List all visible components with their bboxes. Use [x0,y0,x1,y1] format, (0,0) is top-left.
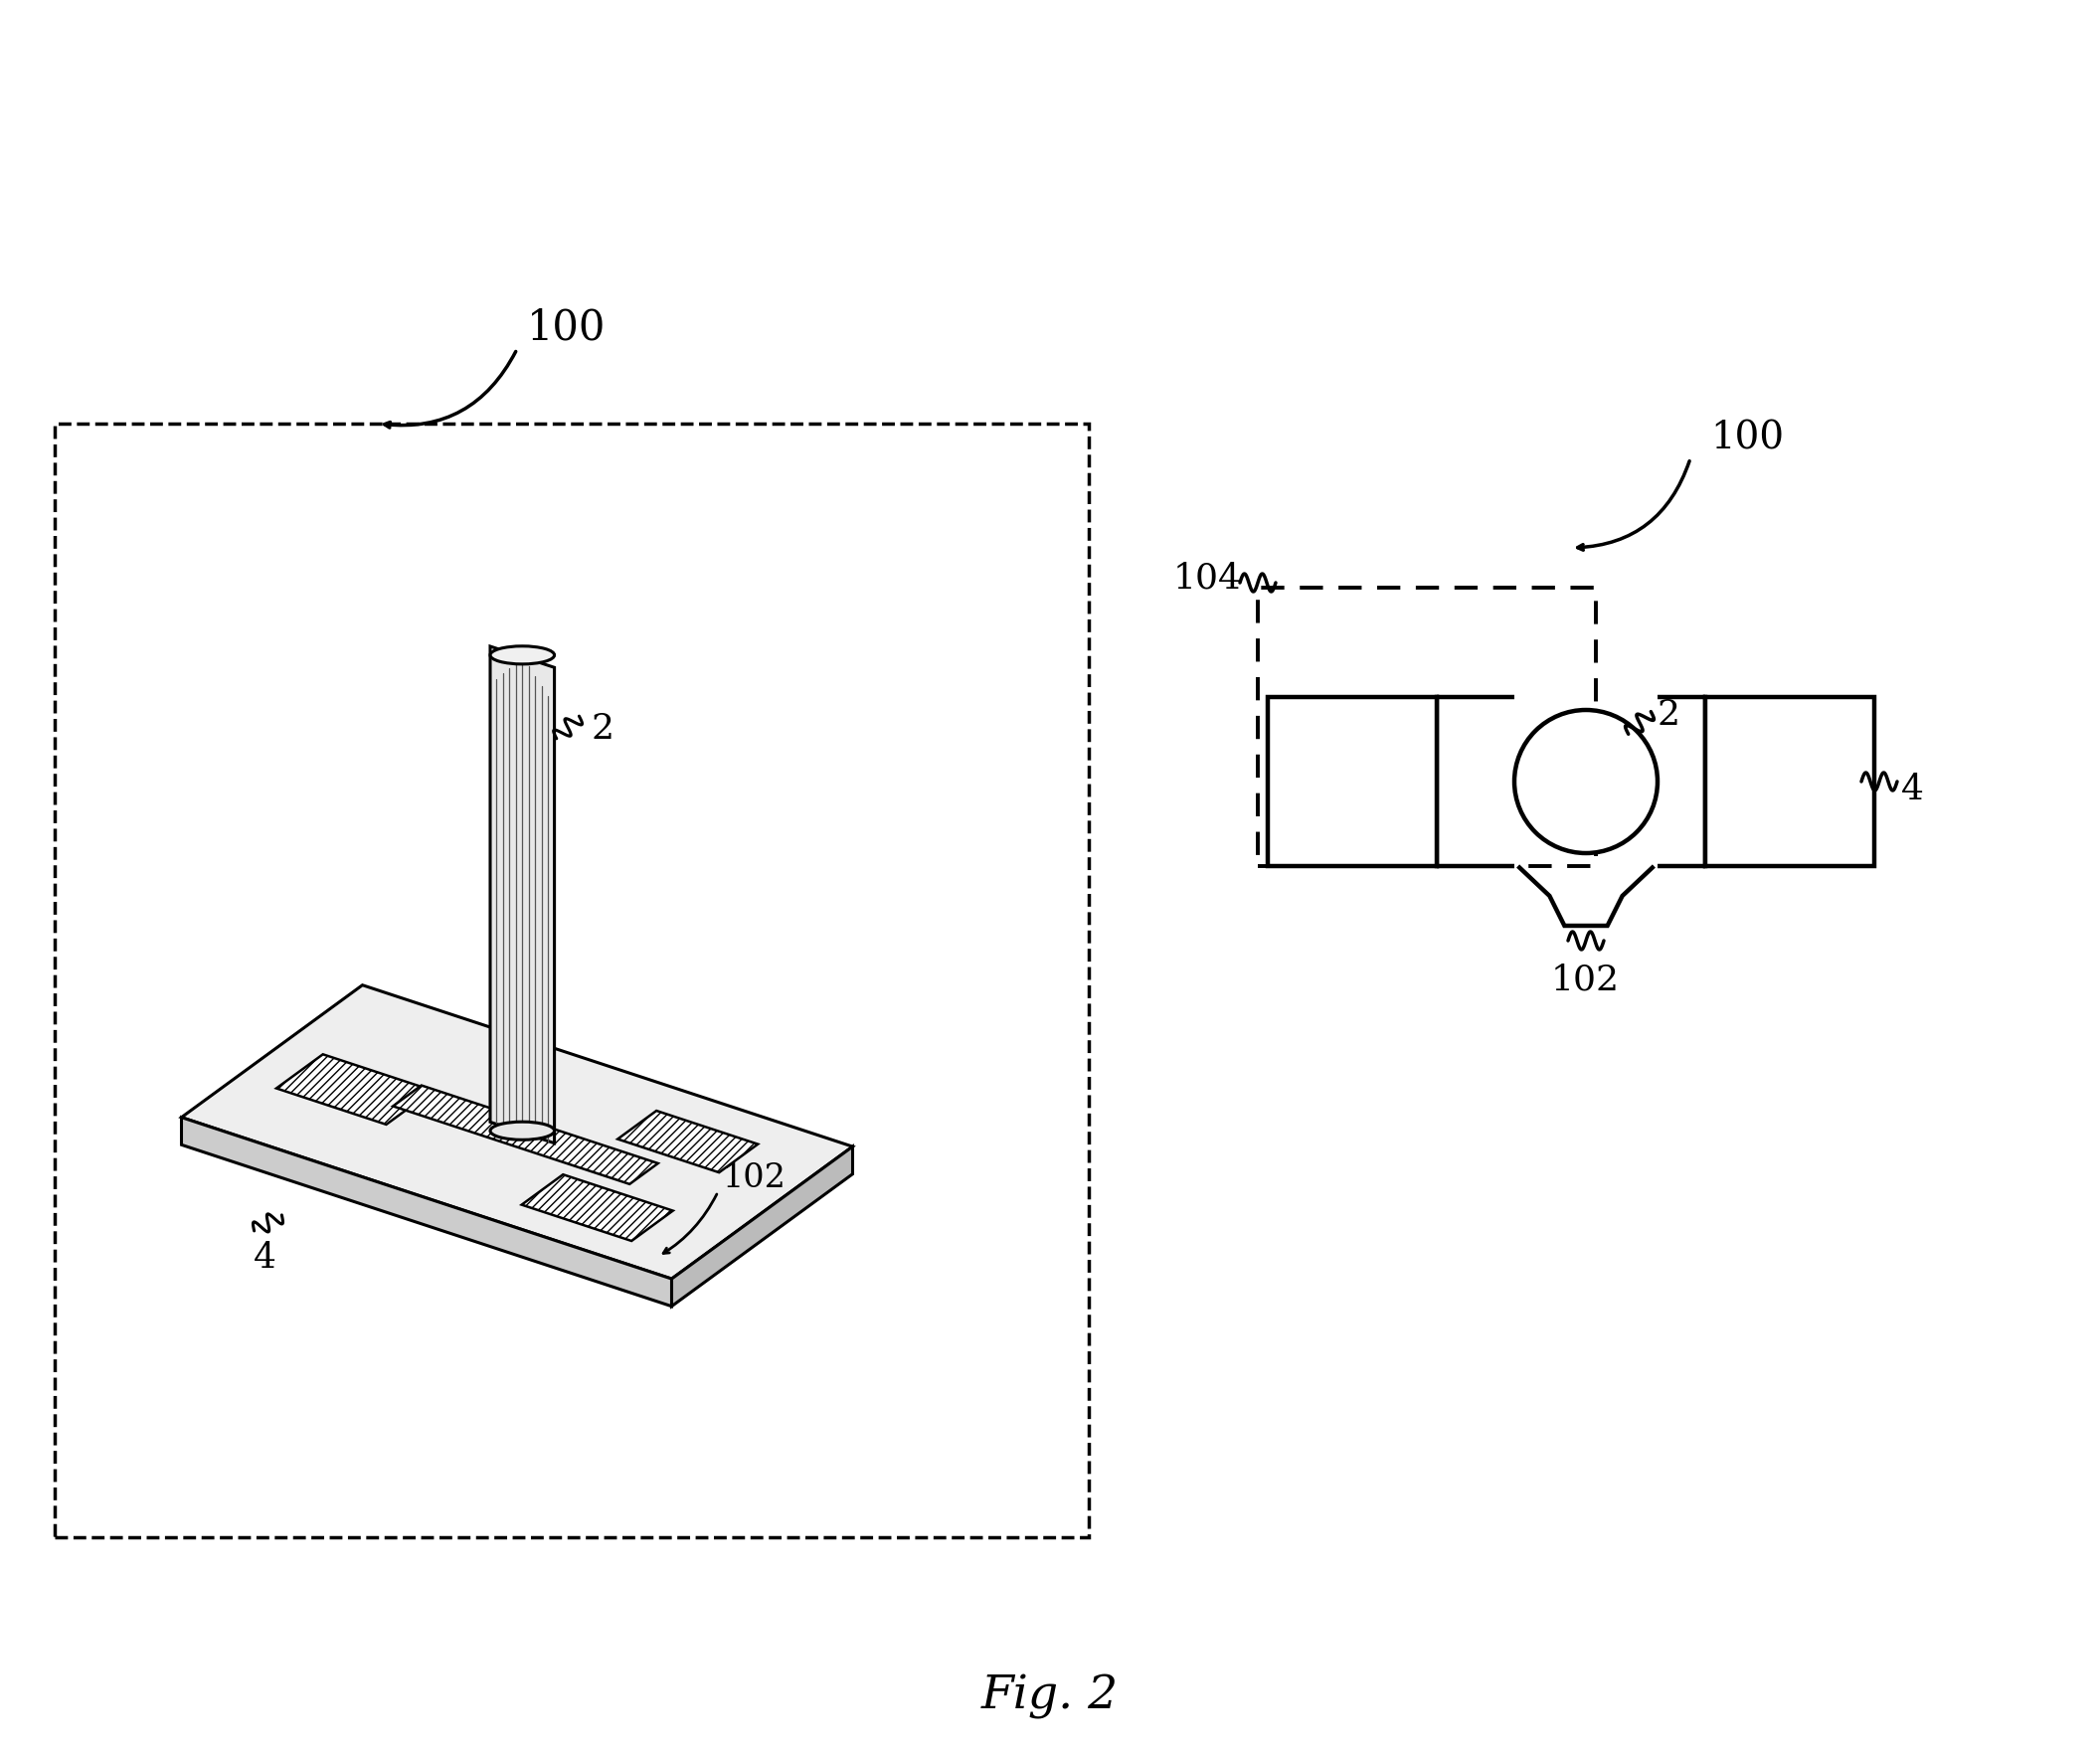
Text: 2: 2 [590,713,613,746]
Text: 100: 100 [1709,420,1783,457]
Text: 100: 100 [527,306,607,348]
Polygon shape [277,1054,433,1124]
Bar [1258,588,1596,866]
Polygon shape [181,1117,672,1306]
Text: 2: 2 [1657,697,1680,732]
Text: 4: 4 [254,1241,275,1275]
Text: 102: 102 [1552,964,1619,997]
Bar [55,423,1088,1536]
Polygon shape [489,646,554,1143]
Ellipse shape [489,646,554,664]
Text: 4: 4 [1900,773,1924,806]
Bar [1705,697,1875,866]
Text: 102: 102 [722,1162,788,1194]
Polygon shape [393,1085,657,1184]
Polygon shape [521,1175,672,1241]
Polygon shape [181,985,853,1278]
Polygon shape [672,1147,853,1306]
Ellipse shape [489,1122,554,1140]
Text: 104: 104 [1174,560,1241,595]
Text: Fig. 2: Fig. 2 [981,1673,1119,1719]
Polygon shape [617,1112,758,1173]
Bar [1268,697,1436,866]
Circle shape [1514,709,1657,853]
